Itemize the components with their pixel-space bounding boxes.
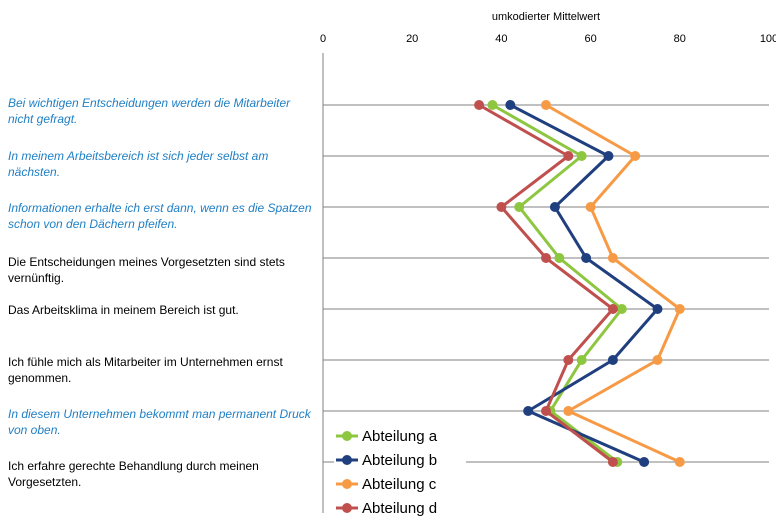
data-point <box>514 202 525 212</box>
x-tick-label: 60 <box>584 33 596 45</box>
data-point <box>576 151 587 161</box>
data-point <box>674 304 685 314</box>
legend-background <box>334 449 466 471</box>
legend-label: Abteilung c <box>362 476 437 493</box>
legend-marker <box>342 431 352 441</box>
data-point <box>639 457 650 467</box>
data-point <box>585 202 596 212</box>
category-label: Das Arbeitsklima in meinem Bereich ist g… <box>8 303 239 317</box>
data-point <box>474 100 485 110</box>
x-axis-title: umkodierter Mittelwert <box>492 11 600 23</box>
category-label: Informationen erhalte ich erst dann, wen… <box>8 201 312 231</box>
legend-background <box>334 425 466 447</box>
data-point <box>505 100 516 110</box>
category-label: In meinem Arbeitsbereich ist sich jeder … <box>8 149 269 179</box>
data-point <box>607 253 618 263</box>
series-line <box>509 103 659 464</box>
data-point <box>581 253 592 263</box>
series-line <box>545 103 682 464</box>
x-tick-label: 40 <box>495 33 507 45</box>
x-tick-label: 100 <box>760 33 776 45</box>
data-point <box>541 406 551 416</box>
data-point <box>487 100 498 110</box>
data-point <box>554 253 565 263</box>
data-point <box>549 202 560 212</box>
x-tick-label: 20 <box>406 33 418 45</box>
data-point <box>603 151 614 161</box>
data-point <box>496 202 507 212</box>
data-point <box>541 100 551 110</box>
category-label: Die Entscheidungen meines Vorgesetzten s… <box>8 255 285 285</box>
data-point <box>563 355 574 365</box>
data-point <box>607 457 618 467</box>
legend-label: Abteilung a <box>362 428 438 445</box>
data-point <box>616 304 627 314</box>
legend-marker <box>342 479 352 489</box>
data-point <box>576 355 587 365</box>
data-point <box>630 151 641 161</box>
category-label: Ich erfahre gerechte Behandlung durch me… <box>8 459 259 489</box>
legend-marker <box>342 503 352 513</box>
legend-background <box>334 473 466 495</box>
series-line <box>491 103 624 464</box>
data-point <box>674 457 685 467</box>
category-label: Ich fühle mich als Mitarbeiter im Untern… <box>8 355 283 385</box>
legend-marker <box>342 455 352 465</box>
data-point <box>607 355 618 365</box>
legend-label: Abteilung b <box>362 452 437 469</box>
data-point <box>652 304 663 314</box>
x-tick-label: 80 <box>674 33 686 45</box>
data-point <box>652 355 663 365</box>
x-tick-label: 0 <box>320 33 326 45</box>
category-label: In diesem Unternehmen bekommt man perman… <box>8 407 311 437</box>
data-point <box>563 406 574 416</box>
legend-background <box>334 497 466 516</box>
data-point <box>563 151 574 161</box>
legend-label: Abteilung d <box>362 500 437 516</box>
data-point <box>523 406 534 416</box>
category-label: Bei wichtigen Entscheidungen werden die … <box>8 96 291 126</box>
data-point <box>607 304 618 314</box>
data-point <box>541 253 551 263</box>
series-line <box>478 103 615 464</box>
